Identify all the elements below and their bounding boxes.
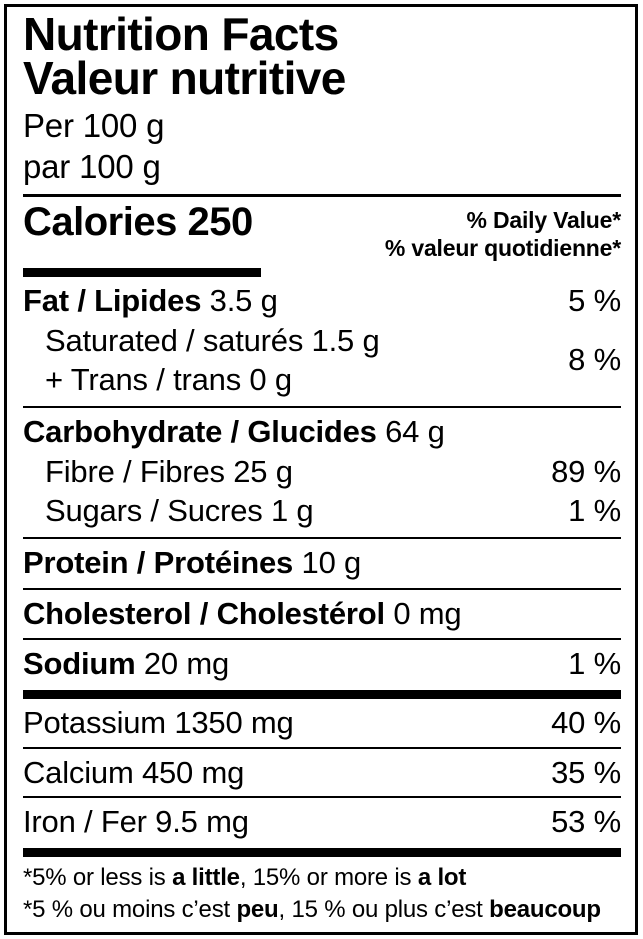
- nutrient-row-sugars: Sugars / Sucres 1 g 1 %: [23, 491, 621, 531]
- nutrient-name-carbohydrate: Carbohydrate / Glucides 64 g: [23, 412, 609, 452]
- nutrient-name-potassium: Potassium 1350 mg: [23, 704, 294, 740]
- footnote-en-part1: *5% or less is: [23, 863, 173, 891]
- divider-above-sodium: [23, 638, 621, 641]
- divider-above-carbohydrate: [23, 405, 621, 408]
- footnote-en-part2: , 15% or more is: [239, 863, 418, 891]
- spacer: [23, 187, 621, 194]
- nutrient-row-sodium: Sodium 20 mg 1 %: [23, 644, 621, 684]
- nutrition-facts-label: Nutrition Facts Valeur nutritive Per 100…: [4, 4, 638, 935]
- footnote-french: *5 % ou moins c’est peu, 15 % ou plus c’…: [23, 894, 621, 926]
- calories-value: Calories 250: [23, 199, 253, 244]
- nutrient-name-calcium: Calcium 450 mg: [23, 754, 245, 790]
- nutrient-amount-carbohydrate: 64 g: [376, 413, 445, 449]
- daily-value-sodium: 1 %: [568, 646, 621, 682]
- nutrient-row-potassium: Potassium 1350 mg 40 %: [23, 703, 621, 743]
- divider-above-cholesterol: [23, 587, 621, 590]
- nutrient-row-fat: Fat / Lipides 3.5 g 5 %: [23, 281, 621, 321]
- footnote-fr-part2: , 15 % ou plus c’est: [278, 895, 490, 923]
- daily-value-sugars: 1 %: [568, 493, 621, 529]
- nutrient-row-trans: + Trans / trans 0 g: [23, 360, 556, 400]
- nutrient-label-sodium: Sodium: [23, 646, 136, 682]
- nutrient-row-cholesterol: Cholesterol / Cholestérol 0 mg: [23, 594, 621, 634]
- nutrient-name-saturated: Saturated / saturés 1.5 g: [45, 322, 380, 358]
- nutrient-group-saturated-trans: Saturated / saturés 1.5 g + Trans / tran…: [23, 321, 621, 400]
- nutrient-row-calcium: Calcium 450 mg 35 %: [23, 753, 621, 793]
- footnote-en-bold-a-lot: a lot: [417, 863, 467, 891]
- daily-value-header: % Daily Value* % valeur quotidienne*: [385, 202, 621, 262]
- nutrient-row-protein: Protein / Protéines 10 g: [23, 543, 621, 583]
- daily-value-fibre: 89 %: [551, 453, 621, 489]
- calories-underline-bar: [23, 267, 261, 277]
- nutrient-label-protein: Protein / Protéines: [23, 544, 294, 580]
- divider-above-protein: [23, 536, 621, 539]
- footnote-english: *5% or less is a little, 15% or more is …: [23, 862, 621, 894]
- daily-value-calcium: 35 %: [551, 754, 621, 790]
- nutrient-amount-protein: 10 g: [293, 544, 362, 580]
- nutrient-name-fat: Fat / Lipides 3.5 g: [23, 281, 556, 321]
- divider-above-calcium: [23, 746, 621, 749]
- daily-value-header-english: % Daily Value*: [466, 206, 622, 233]
- serving-size-french: par 100 g: [23, 147, 161, 185]
- label-title-english: Nutrition Facts: [23, 8, 339, 60]
- label-title-french: Valeur nutritive: [23, 52, 346, 105]
- nutrient-amount-sodium: 20 mg: [135, 646, 230, 682]
- nutrient-name-sugars: Sugars / Sucres 1 g: [45, 493, 314, 529]
- footnote-fr-part1: *5 % ou moins c’est: [23, 895, 237, 923]
- nutrient-name-fibre: Fibre / Fibres 25 g: [45, 453, 293, 489]
- daily-value-fat: 5 %: [568, 282, 621, 318]
- footnote-fr-bold-peu: peu: [236, 895, 279, 923]
- divider-thick-above-footnote: [23, 847, 621, 857]
- nutrient-label-carbohydrate: Carbohydrate / Glucides: [23, 413, 377, 449]
- nutrient-name-iron: Iron / Fer 9.5 mg: [23, 804, 249, 840]
- nutrient-name-cholesterol: Cholesterol / Cholestérol 0 mg: [23, 594, 609, 634]
- divider-above-iron: [23, 796, 621, 799]
- footnote-en-bold-a-little: a little: [172, 863, 240, 891]
- divider-thick-above-minerals: [23, 689, 621, 699]
- nutrient-row-carbohydrate: Carbohydrate / Glucides 64 g: [23, 412, 621, 452]
- daily-value-saturated-trans: 8 %: [568, 342, 621, 378]
- footnote-fr-bold-beaucoup: beaucoup: [489, 895, 601, 923]
- daily-value-potassium: 40 %: [551, 704, 621, 740]
- nutrient-row-fibre: Fibre / Fibres 25 g 89 %: [23, 452, 621, 492]
- nutrient-label-fat: Fat / Lipides: [23, 282, 202, 318]
- divider-above-calories: [23, 193, 621, 197]
- nutrient-amount-fat: 3.5 g: [201, 282, 278, 318]
- nutrient-row-iron: Iron / Fer 9.5 mg 53 %: [23, 802, 621, 842]
- daily-value-header-french: % valeur quotidienne*: [384, 234, 621, 261]
- serving-size-english: Per 100 g: [23, 107, 165, 145]
- daily-value-iron: 53 %: [551, 804, 621, 840]
- nutrient-name-sodium: Sodium 20 mg: [23, 644, 556, 684]
- nutrient-amount-cholesterol: 0 mg: [384, 595, 462, 631]
- nutrient-name-trans: + Trans / trans 0 g: [45, 362, 292, 398]
- saturated-trans-lines: Saturated / saturés 1.5 g + Trans / tran…: [23, 321, 556, 400]
- nutrient-row-saturated: Saturated / saturés 1.5 g: [23, 321, 556, 361]
- calories-band: Calories 250 % Daily Value* % valeur quo…: [23, 202, 621, 262]
- nutrient-label-cholesterol: Cholesterol / Cholestérol: [23, 595, 385, 631]
- nutrient-name-protein: Protein / Protéines 10 g: [23, 543, 609, 583]
